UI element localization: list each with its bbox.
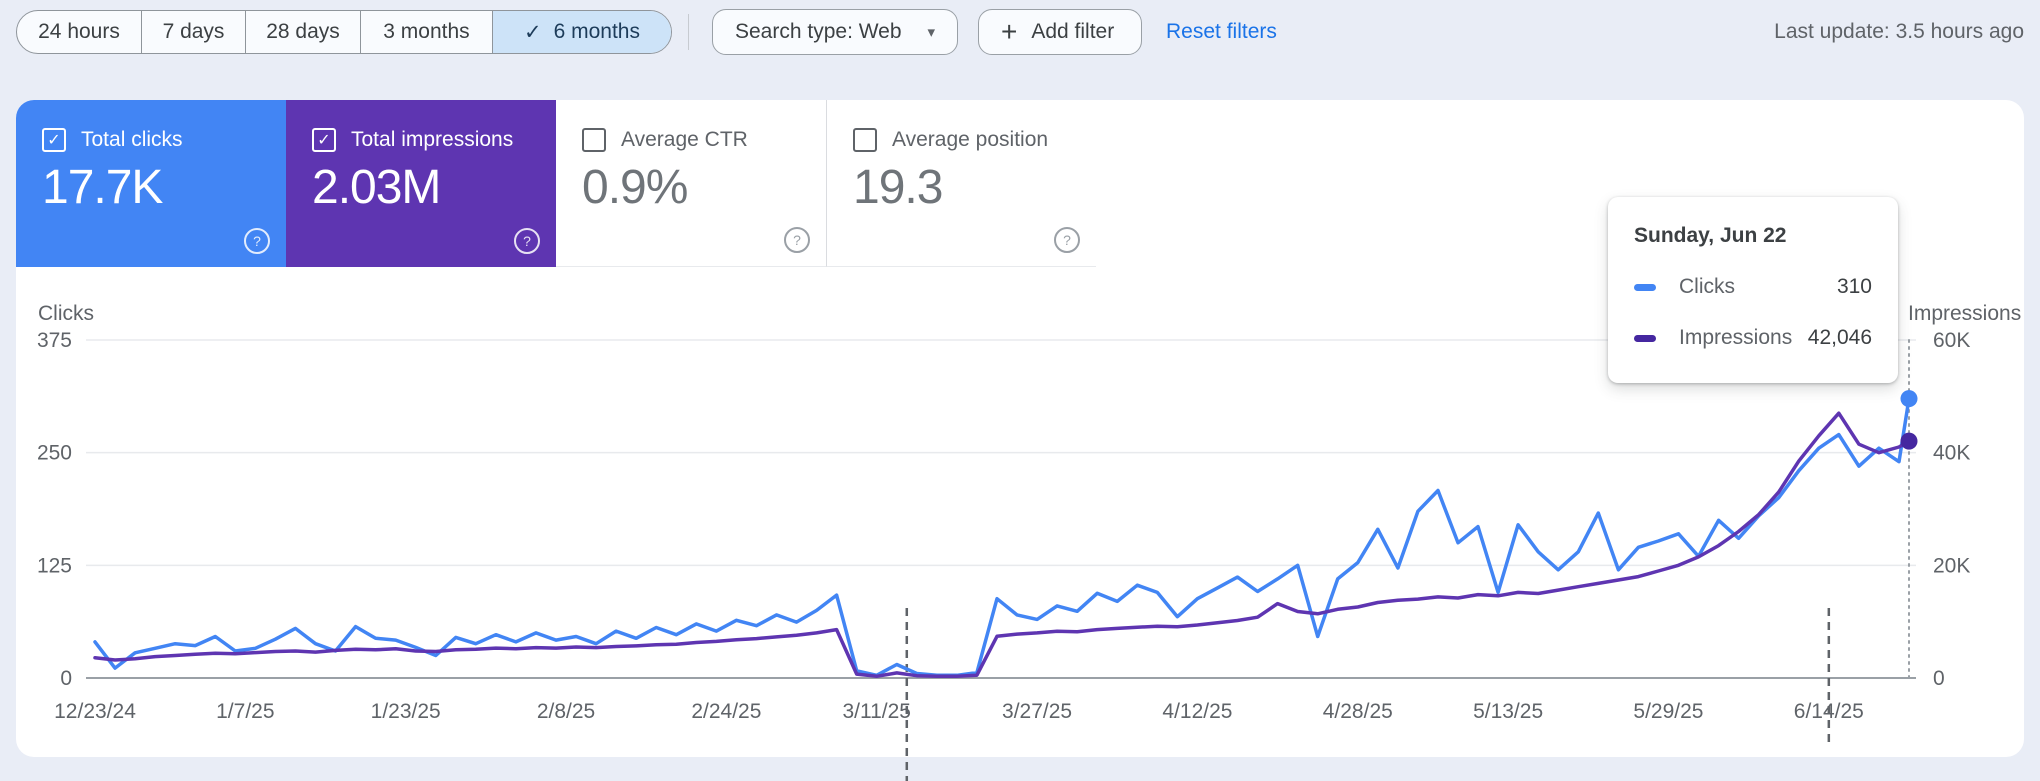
metric-card-value: 0.9% xyxy=(582,161,688,214)
checkbox-unchecked-icon[interactable] xyxy=(853,128,877,152)
chart-tooltip: Sunday, Jun 22 Clicks 310 Impressions 42… xyxy=(1608,197,1898,383)
date-range-label: 28 days xyxy=(266,20,340,43)
add-filter-button[interactable]: + Add filter xyxy=(978,9,1142,55)
date-range-3-months[interactable]: 3 months xyxy=(360,11,492,53)
metric-card-average-position[interactable]: Average position 19.3 ? xyxy=(826,100,1096,267)
checkbox-checked-icon[interactable]: ✓ xyxy=(312,128,336,152)
metric-card-total-impressions[interactable]: ✓ Total impressions 2.03M ? xyxy=(286,100,556,267)
date-range-7-days[interactable]: 7 days xyxy=(141,11,245,53)
tooltip-value: 310 xyxy=(1836,275,1872,298)
tooltip-row-clicks: Clicks 310 xyxy=(1634,275,1872,299)
search-type-label: Search type: Web xyxy=(735,20,902,43)
tooltip-value: 42,046 xyxy=(1807,326,1872,349)
tooltip-row-impressions: Impressions 42,046 xyxy=(1634,326,1872,350)
check-icon: ✓ xyxy=(524,20,542,44)
checkbox-unchecked-icon[interactable] xyxy=(582,128,606,152)
date-range-label: 7 days xyxy=(162,20,225,43)
metric-card-value: 2.03M xyxy=(312,161,441,214)
impressions-series-swatch xyxy=(1634,334,1656,342)
help-icon[interactable]: ? xyxy=(244,228,270,254)
toolbar-divider xyxy=(688,14,689,50)
date-range-24-hours[interactable]: 24 hours xyxy=(17,11,141,53)
metric-card-label: Average position xyxy=(892,128,1049,151)
reset-filters-link[interactable]: Reset filters xyxy=(1166,20,1277,43)
metric-card-value: 17.7K xyxy=(42,161,163,214)
metric-card-header: ✓ Total impressions xyxy=(312,128,513,152)
clicks-series-swatch xyxy=(1634,283,1656,291)
date-range-control: 24 hours 7 days 28 days 3 months ✓ 6 mon… xyxy=(16,10,672,54)
help-icon[interactable]: ? xyxy=(1054,227,1080,253)
add-filter-label: Add filter xyxy=(1031,20,1115,43)
checkbox-checked-icon[interactable]: ✓ xyxy=(42,128,66,152)
date-range-6-months[interactable]: ✓ 6 months xyxy=(492,11,671,53)
metric-card-total-clicks[interactable]: ✓ Total clicks 17.7K ? xyxy=(16,100,286,267)
chevron-down-icon: ▾ xyxy=(927,24,935,41)
tooltip-date: Sunday, Jun 22 xyxy=(1634,224,1787,247)
date-range-28-days[interactable]: 28 days xyxy=(245,11,360,53)
metric-card-header: Average CTR xyxy=(582,128,748,152)
metric-card-header: Average position xyxy=(853,128,1048,152)
date-range-label: 3 months xyxy=(383,20,470,43)
plus-icon: + xyxy=(1001,16,1018,47)
metric-card-label: Total clicks xyxy=(81,128,183,151)
last-update-text: Last update: 3.5 hours ago xyxy=(1774,20,2024,43)
date-range-label: 24 hours xyxy=(38,20,120,43)
search-type-dropdown[interactable]: Search type: Web ▾ xyxy=(712,9,958,55)
metric-card-label: Total impressions xyxy=(351,128,514,151)
help-icon[interactable]: ? xyxy=(514,228,540,254)
tooltip-label: Clicks xyxy=(1679,275,1735,298)
metric-card-average-ctr[interactable]: Average CTR 0.9% ? xyxy=(556,100,826,267)
metric-card-header: ✓ Total clicks xyxy=(42,128,183,152)
help-icon[interactable]: ? xyxy=(784,227,810,253)
metric-cards-row: ✓ Total clicks 17.7K ? ✓ Total impressio… xyxy=(16,100,1096,267)
tooltip-label: Impressions xyxy=(1679,326,1793,349)
date-range-label: 6 months xyxy=(553,20,640,43)
metric-card-value: 19.3 xyxy=(853,161,943,214)
metric-card-label: Average CTR xyxy=(621,128,748,151)
